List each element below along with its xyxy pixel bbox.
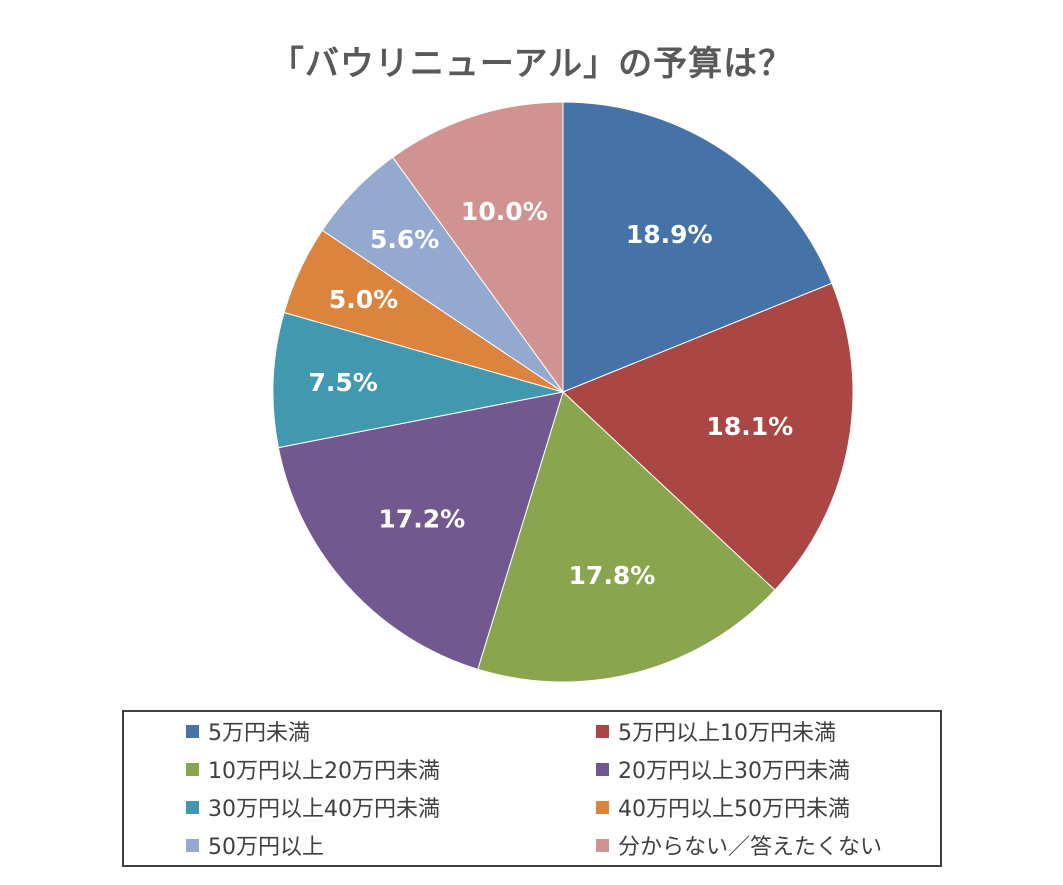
legend-label: 分からない／答えたくない [618, 835, 883, 860]
legend-item-3: 10万円以上20万円未満 [186, 754, 440, 784]
legend-swatch [186, 838, 199, 852]
pie-slice-1 [562, 101, 833, 393]
legend-swatch [596, 800, 609, 814]
pie-chart: 18.9% 18.1% 17.8% 17.2% 7.5% 5.0% 5.6% 10.0% [272, 101, 854, 683]
legend-swatch [186, 724, 199, 738]
slice-label-5: 7.5% [309, 368, 378, 397]
legend-swatch [596, 724, 609, 738]
legend-swatch [186, 762, 199, 776]
legend-label: 50万円以上 [208, 835, 324, 860]
legend-item-6: 40万円以上50万円未満 [596, 792, 850, 822]
legend-item-5: 30万円以上40万円未満 [186, 792, 440, 822]
legend-label: 5万円未満 [208, 721, 310, 746]
legend-item-4: 20万円以上30万円未満 [596, 754, 850, 784]
legend-item-2: 5万円以上10万円未満 [596, 716, 836, 746]
chart-title: 「バウリニューアル」の予算は？ [269, 44, 794, 84]
slice-label-1: 18.9% [626, 220, 713, 249]
legend-label: 5万円以上10万円未満 [618, 721, 836, 746]
slice-label-2: 18.1% [706, 412, 793, 441]
legend-swatch [596, 838, 609, 852]
legend-swatch [596, 762, 609, 776]
legend-item-8: 分からない／答えたくない [596, 830, 882, 860]
pie-slice-3 [477, 391, 776, 683]
chart-legend: 5万円未満 5万円以上10万円未満 10万円以上20万円未満 20万円以上30万円未満… [122, 710, 942, 867]
pie-slice-5 [272, 311, 564, 449]
slice-label-3: 17.8% [569, 561, 656, 590]
slice-label-4: 17.2% [378, 505, 465, 534]
pie-slice-2 [562, 282, 854, 591]
legend-label: 20万円以上30万円未満 [618, 759, 850, 784]
legend-label: 40万円以上50万円未満 [618, 797, 850, 822]
legend-swatch [186, 800, 199, 814]
legend-label: 30万円以上40万円未満 [208, 797, 440, 822]
pie-slice-4 [277, 391, 564, 670]
slice-label-8: 10.0% [461, 197, 548, 226]
pie-slice-8 [391, 101, 564, 394]
slice-label-7: 5.6% [370, 225, 439, 254]
slice-label-6: 5.0% [329, 285, 398, 314]
legend-label: 10万円以上20万円未満 [208, 759, 440, 784]
legend-item-1: 5万円未満 [186, 716, 310, 746]
legend-item-7: 50万円以上 [186, 830, 324, 860]
